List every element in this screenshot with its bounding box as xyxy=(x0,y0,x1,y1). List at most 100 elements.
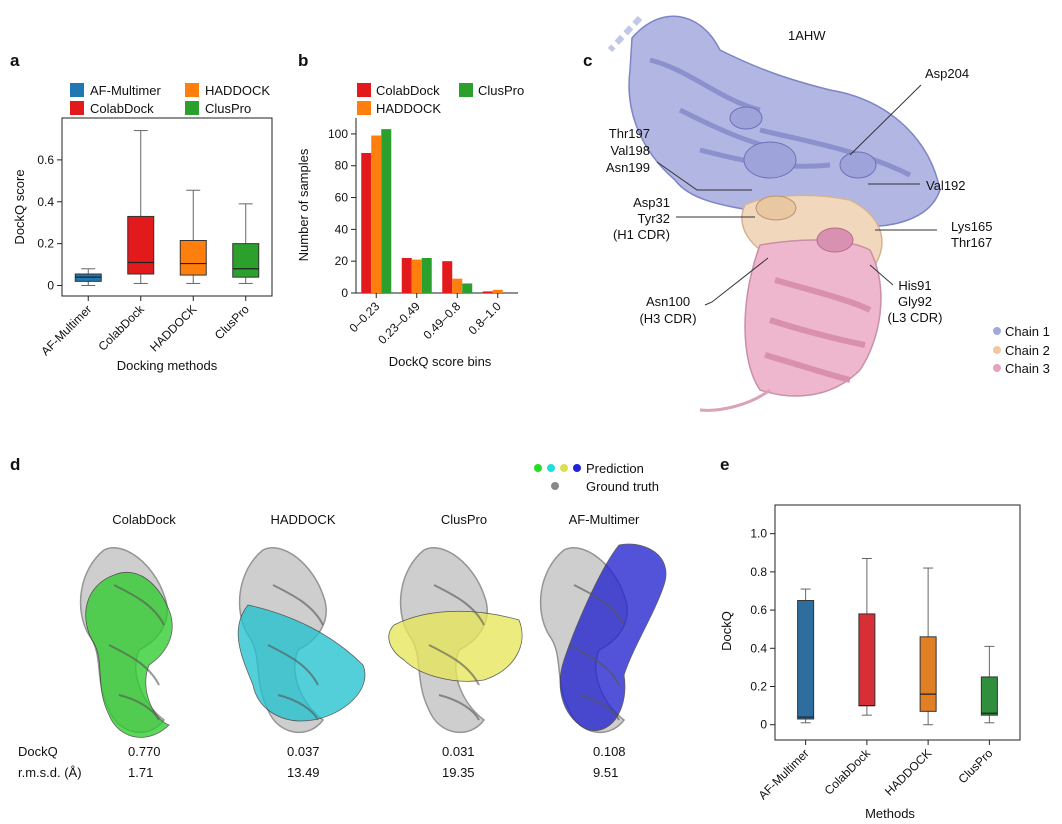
panel-a-boxes xyxy=(74,130,260,287)
x-tick-label: 0.23–0.49 xyxy=(375,299,423,347)
panel-d-structures xyxy=(79,543,667,738)
y-tick-label: 0.2 xyxy=(37,237,54,251)
pdb-id-label: 1AHW xyxy=(788,28,826,43)
y-tick-label: 0.6 xyxy=(750,603,767,617)
y-tick-label: 20 xyxy=(335,254,349,268)
panel-b-x-label: DockQ score bins xyxy=(389,354,492,369)
x-tick-label: 0–0.23 xyxy=(347,299,383,335)
y-tick-label: 1.0 xyxy=(750,527,767,541)
rmsd-value-haddock: 13.49 xyxy=(287,765,320,780)
box-haddock xyxy=(919,636,937,712)
bar-cluspro-1 xyxy=(421,258,432,293)
annotation-l3-cdr: (L3 CDR) xyxy=(888,310,943,325)
annotation-gly92: Gly92 xyxy=(898,294,932,309)
panel-a-label: a xyxy=(10,51,20,70)
strand-detail-haddock xyxy=(267,584,324,721)
legend-label-b-colabdock: ColabDock xyxy=(376,83,440,98)
annotation-asn100: Asn100 xyxy=(646,294,690,309)
y-tick-label: 80 xyxy=(335,159,349,173)
x-tick-label-af-multimer: AF-Multimer xyxy=(38,302,94,358)
rmsd-value-colabdock: 1.71 xyxy=(128,765,153,780)
y-tick-label: 40 xyxy=(335,222,349,236)
legend-label-b-cluspro: ClusPro xyxy=(478,83,524,98)
bar-haddock-3 xyxy=(492,289,503,293)
legend-label-haddock: HADDOCK xyxy=(205,83,270,98)
panel-b-label: b xyxy=(298,51,308,70)
panel-e-x-label: Methods xyxy=(865,806,915,821)
annotation-his91: His91 xyxy=(898,278,931,293)
panel-a-x-label: Docking methods xyxy=(117,358,218,373)
box-haddock xyxy=(179,240,207,276)
annotation-val198: Val198 xyxy=(610,143,650,158)
panel-c-label: c xyxy=(583,51,592,70)
rmsd-value-af-multimer: 9.51 xyxy=(593,765,618,780)
annotation-thr197: Thr197 xyxy=(609,126,650,141)
x-tick-label: 0.8–1.0 xyxy=(466,299,504,337)
legend-label-af-multimer: AF-Multimer xyxy=(90,83,161,98)
legend-swatch-b-cluspro xyxy=(459,83,473,97)
bar-colabdock-0 xyxy=(361,153,372,293)
rmsd-row-label: r.m.s.d. (Å) xyxy=(18,765,82,780)
chain-3-label: Chain 3 xyxy=(1005,361,1050,376)
method-title-haddock: HADDOCK xyxy=(270,512,335,527)
dockq-value-haddock: 0.037 xyxy=(287,744,320,759)
method-title-cluspro: ClusPro xyxy=(441,512,487,527)
y-tick-label: 0.2 xyxy=(750,680,767,694)
y-tick-label: 60 xyxy=(335,191,349,205)
box-af-multimer xyxy=(797,600,815,720)
chain-1-label: Chain 1 xyxy=(1005,324,1050,339)
panel-d-label: d xyxy=(10,455,20,474)
panel-b-x-axis: 0–0.230.23–0.490.49–0.8 0.8–1.0 xyxy=(347,293,504,347)
panel-a-legend: AF-Multimer HADDOCK ColabDock ClusPro xyxy=(70,83,270,116)
panel-e-y-axis: 0 0.2 0.4 0.6 0.8 1.0 xyxy=(750,527,775,732)
legend-swatch-colabdock xyxy=(70,101,84,115)
annotation-h1-cdr: (H1 CDR) xyxy=(613,227,670,242)
panel-d-legend: Prediction Ground truth xyxy=(534,461,659,494)
predicted-structure-haddock xyxy=(237,604,366,722)
y-tick-label: 0.4 xyxy=(37,195,54,209)
chain-1-dot xyxy=(993,327,1001,335)
panel-e-boxes xyxy=(797,557,998,726)
method-title-af-multimer: AF-Multimer xyxy=(569,512,640,527)
y-tick-label: 0.6 xyxy=(37,153,54,167)
x-tick-label-af-multimer: AF-Multimer xyxy=(756,746,812,802)
legend-label-b-haddock: HADDOCK xyxy=(376,101,441,116)
prediction-dot-yellow xyxy=(560,464,568,472)
x-tick-label-haddock: HADDOCK xyxy=(147,302,199,354)
protein-structure-illustration xyxy=(607,15,941,412)
y-tick-label: 0 xyxy=(760,718,767,732)
legend-ground-truth: Ground truth xyxy=(586,479,659,494)
legend-swatch-b-colabdock xyxy=(357,83,371,97)
panel-a-x-axis: AF-Multimer ColabDock HADDOCK ClusPro xyxy=(38,296,252,358)
legend-swatch-cluspro xyxy=(185,101,199,115)
chain-3-dot xyxy=(993,364,1001,372)
panel-b-y-label: Number of samples xyxy=(296,148,311,261)
rmsd-value-cluspro: 19.35 xyxy=(442,765,475,780)
annotation-asn199: Asn199 xyxy=(606,160,650,175)
panel-b-bars xyxy=(361,129,503,293)
x-tick-label-colabdock: ColabDock xyxy=(822,746,874,798)
strand-detail-colabdock xyxy=(108,584,165,721)
bar-colabdock-2 xyxy=(442,261,453,293)
legend-swatch-af-multimer xyxy=(70,83,84,97)
prediction-dot-cyan xyxy=(547,464,555,472)
panel-a-y-label: DockQ score xyxy=(12,169,27,244)
panel-b-legend: ColabDock ClusPro HADDOCK xyxy=(357,83,524,116)
annotation-asp31: Asp31 xyxy=(633,195,670,210)
prediction-dot-green xyxy=(534,464,542,472)
legend-swatch-b-haddock xyxy=(357,101,371,115)
y-tick-label: 0.4 xyxy=(750,641,767,655)
box-cluspro xyxy=(980,676,998,716)
prediction-dot-blue xyxy=(573,464,581,472)
x-tick-label-colabdock: ColabDock xyxy=(95,302,147,354)
annotation-lys165: Lys165 xyxy=(951,219,992,234)
predicted-structure-cluspro xyxy=(388,610,523,682)
bar-cluspro-0 xyxy=(381,129,392,293)
legend-label-colabdock: ColabDock xyxy=(90,101,154,116)
box-cluspro xyxy=(232,243,260,278)
dockq-value-cluspro: 0.031 xyxy=(442,744,475,759)
annotation-val192: Val192 xyxy=(926,178,966,193)
y-tick-label: 0 xyxy=(341,286,348,300)
chain-2-dot xyxy=(993,346,1001,354)
